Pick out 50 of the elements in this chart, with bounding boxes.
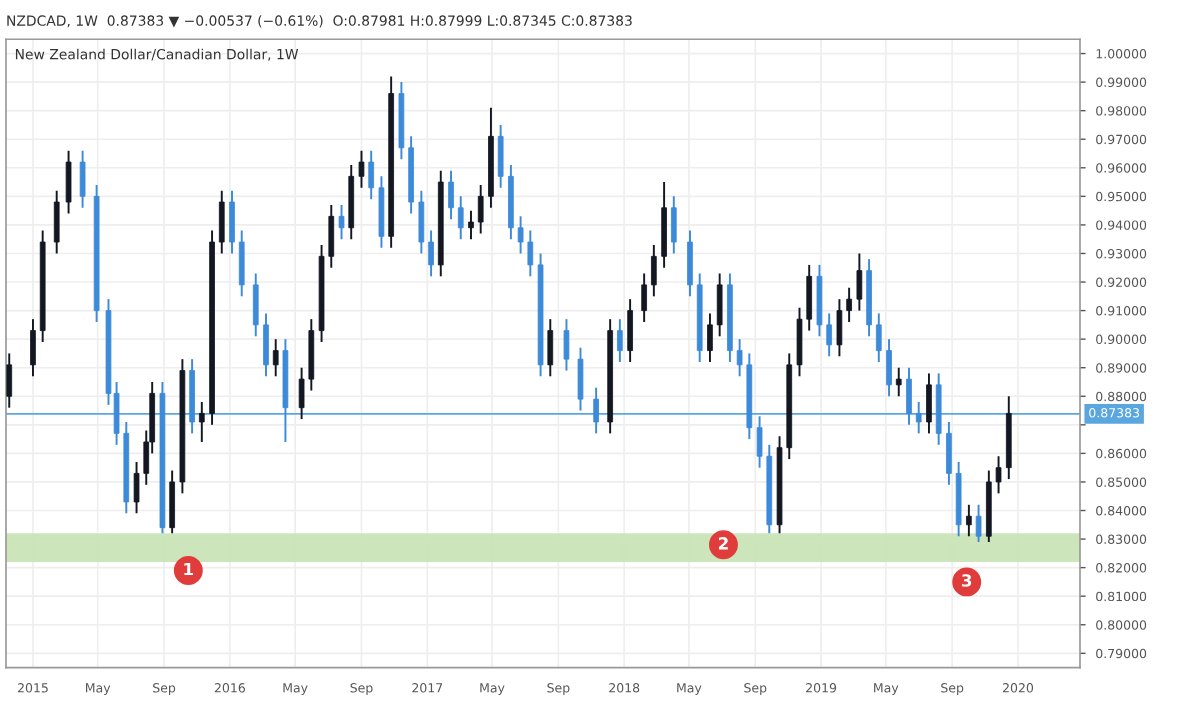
candlestick xyxy=(79,149,86,209)
candlestick xyxy=(617,318,623,363)
candlestick xyxy=(593,386,599,435)
candlestick xyxy=(272,338,279,378)
candlestick xyxy=(229,189,235,255)
candlestick xyxy=(641,272,647,323)
candlestick xyxy=(358,149,365,189)
annotation: 1 xyxy=(184,562,193,576)
candlestick xyxy=(418,189,425,255)
candlestick xyxy=(477,183,484,235)
candlestick xyxy=(895,366,902,398)
candlestick xyxy=(263,312,269,378)
candlestick xyxy=(966,503,972,538)
annotation: 3 xyxy=(962,574,972,587)
candlestick xyxy=(946,421,952,486)
annotation: 2 xyxy=(718,537,728,550)
candlestick xyxy=(497,123,504,189)
candlestick xyxy=(457,195,464,241)
candlestick xyxy=(468,209,474,241)
candlestick xyxy=(65,149,72,215)
candlestick xyxy=(716,272,723,338)
candlestick xyxy=(651,243,657,298)
candlestick xyxy=(906,366,912,426)
candlestick xyxy=(547,318,554,378)
candlestick xyxy=(687,229,693,298)
candlestick xyxy=(252,272,259,338)
candlestick xyxy=(707,312,713,363)
candlestick xyxy=(428,229,434,278)
candlestick xyxy=(6,352,13,409)
candlestick xyxy=(169,469,175,535)
candlestick xyxy=(846,286,852,323)
candlestick xyxy=(670,195,677,255)
candlestick xyxy=(448,169,454,221)
candlestick xyxy=(875,312,882,363)
candlestick xyxy=(218,189,225,255)
candlestick xyxy=(886,338,892,398)
candlestick xyxy=(198,401,205,443)
candlestick xyxy=(975,503,982,543)
candlestick xyxy=(926,372,932,435)
candlestick xyxy=(338,203,345,241)
candlestick xyxy=(856,252,863,312)
candlestick xyxy=(563,318,570,372)
candlestick xyxy=(368,149,375,201)
candlestick xyxy=(577,346,584,412)
candlestick xyxy=(30,318,36,378)
candlestick xyxy=(915,401,922,435)
candlestick xyxy=(53,189,60,255)
candlestick xyxy=(627,298,633,363)
candlestick xyxy=(238,229,245,298)
candlestick xyxy=(836,298,843,358)
